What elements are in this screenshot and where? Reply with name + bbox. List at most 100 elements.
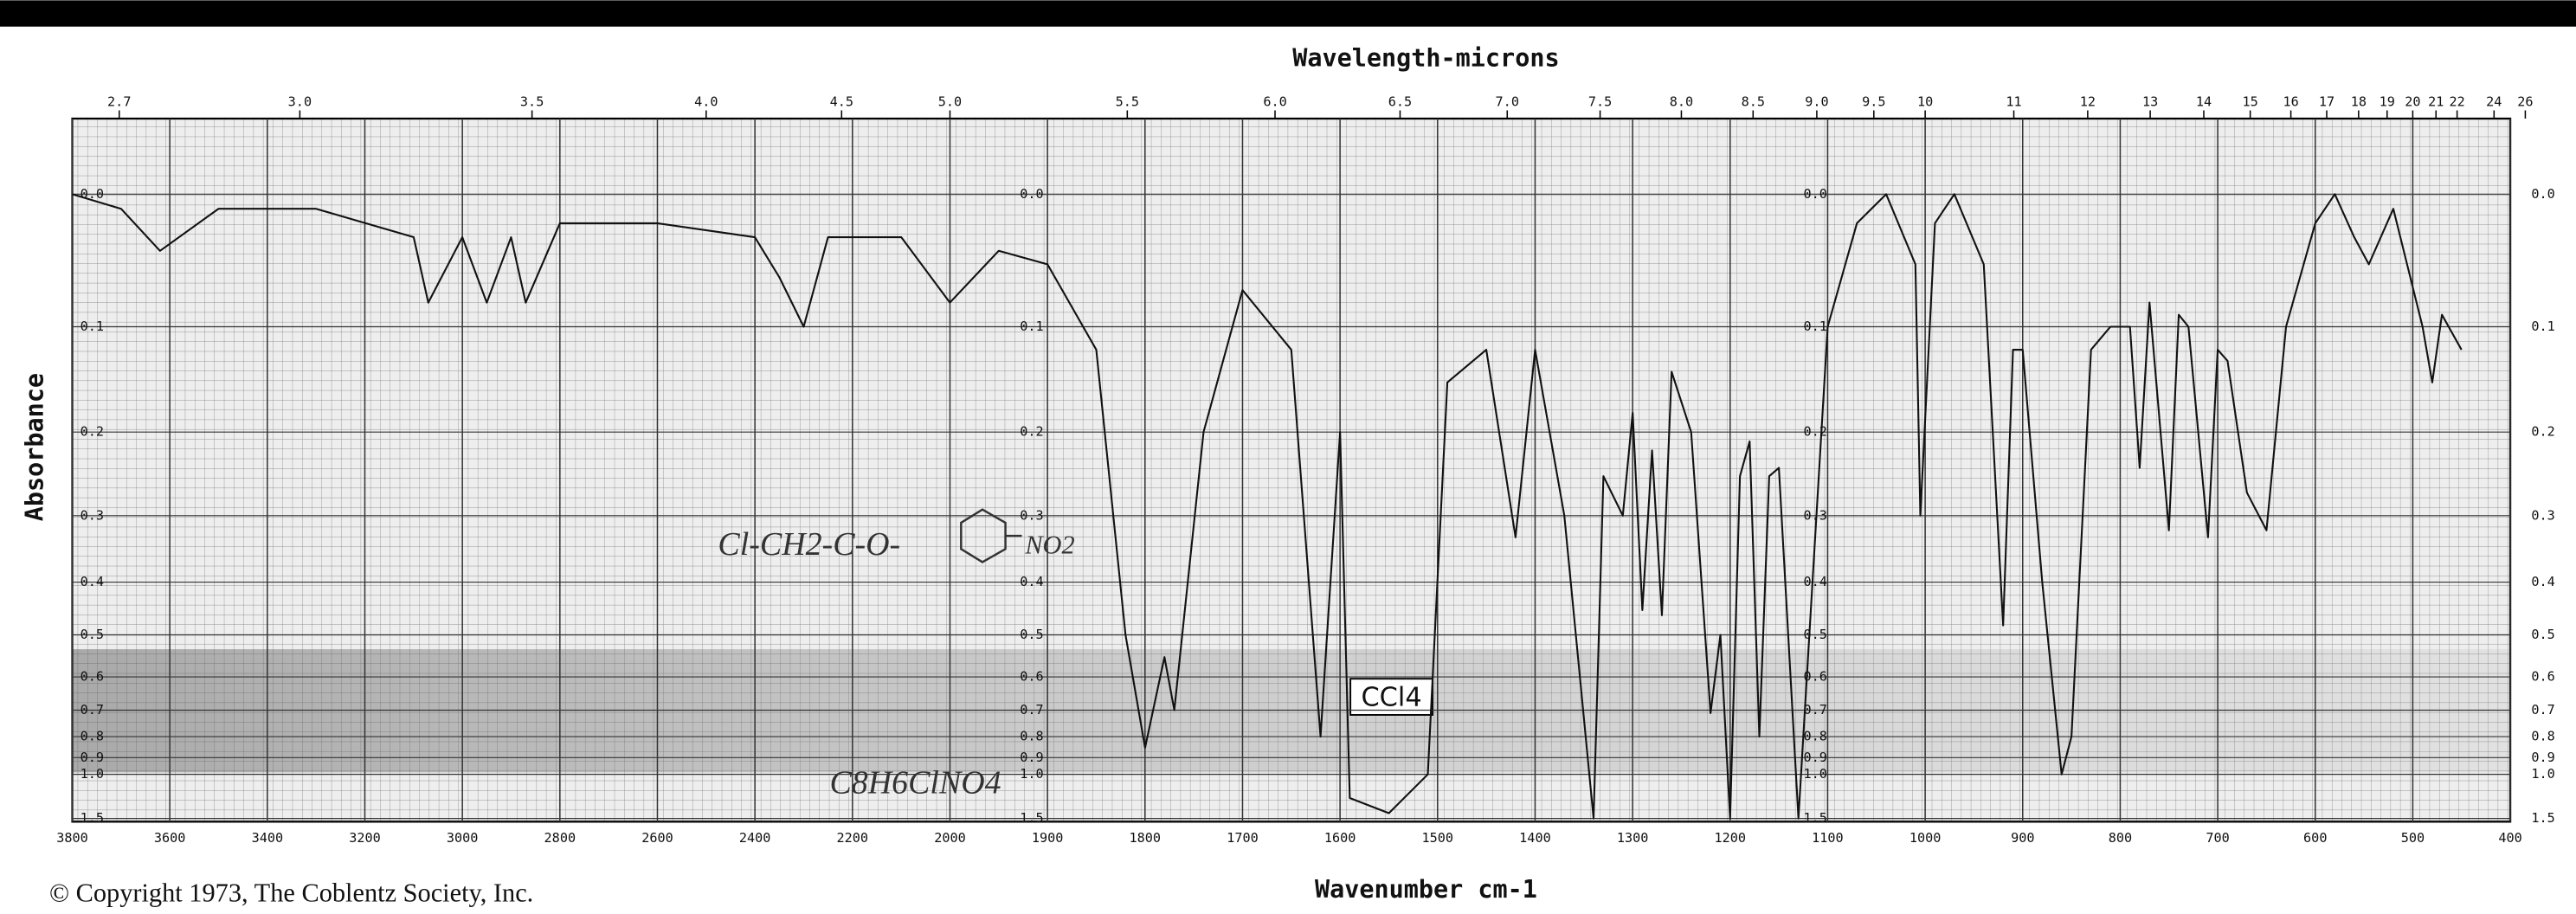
top-tick-label: 20 [2405,94,2420,110]
solvent-label: CCl4 [1361,683,1421,713]
top-tick-label: 11 [2006,94,2021,110]
top-tick-label: 3.5 [520,94,544,110]
x-tick-label: 1200 [1715,830,1747,846]
y-tick-label: 0.6 [2531,669,2554,685]
x-tick-label: 400 [2498,830,2521,846]
top-tick-label: 18 [2351,94,2367,110]
y-tick-label: 0.8 [80,729,104,744]
y-tick-label: 1.0 [2531,766,2554,782]
top-tick-label: 14 [2196,94,2212,110]
y-tick-label: 0.9 [1804,750,1827,765]
y-tick-label: 0.7 [1804,702,1827,718]
x-tick-label: 900 [2011,830,2034,846]
y-tick-label: 0.4 [1020,574,1043,589]
structure-text: Cl-CH2-C-O- [718,526,900,563]
top-tick-label: 21 [2428,94,2444,110]
top-tick-label: 6.5 [1388,94,1412,110]
x-tick-label: 1600 [1324,830,1356,846]
top-tick-label: 8.5 [1742,94,1765,110]
y-tick-label: 0.7 [1020,702,1043,718]
x-tick-label: 1500 [1422,830,1454,846]
y-tick-label: 0.5 [1804,627,1827,642]
y-tick-label: 0.8 [1804,729,1827,744]
top-tick-label: 2.7 [107,94,131,110]
x-tick-label: 1700 [1227,830,1259,846]
x-tick-label: 2400 [739,830,771,846]
x-tick-label: 700 [2206,830,2229,846]
x-tick-label: 3400 [252,830,284,846]
x-tick-label: 3600 [154,830,186,846]
y-tick-label: 1.5 [1804,810,1827,826]
y-tick-label: 0.1 [1804,319,1827,334]
x-tick-label: 800 [2109,830,2132,846]
top-tick-label: 26 [2517,94,2533,110]
y-tick-label: 0.4 [2531,574,2554,589]
top-tick-label: 24 [2486,94,2502,110]
y-tick-label: 0.2 [1804,424,1827,440]
y-tick-label: 1.5 [80,810,104,826]
top-tick-label: 7.5 [1588,94,1612,110]
x-tick-label: 1000 [1909,830,1942,846]
top-tick-label: 5.5 [1116,94,1139,110]
top-axis-title: Wavelength-microns [1292,44,1559,73]
y-tick-label: 0.4 [1804,574,1827,589]
top-tick-label: 22 [2449,94,2464,110]
x-axis-title: Wavenumber cm-1 [1315,875,1537,904]
y-tick-label: 0.0 [2531,186,2554,202]
y-tick-label: 0.1 [1020,319,1043,334]
x-tick-label: 2600 [641,830,673,846]
top-tick-label: 6.0 [1263,94,1286,110]
nitro-text: NO2 [1024,530,1074,559]
x-tick-label: 1300 [1617,830,1649,846]
top-tick-label: 4.0 [694,94,718,110]
solvent-box [1349,678,1433,716]
y-tick-label: 0.9 [1020,750,1043,765]
y-tick-label: 1.0 [1804,766,1827,782]
x-tick-label: 1100 [1812,830,1844,846]
y-tick-label: 0.0 [1020,186,1043,202]
y-tick-label: 0.2 [2531,424,2554,440]
top-tick-label: 10 [1917,94,1933,110]
top-tick-label: 16 [2283,94,2298,110]
y-axis-title: Absorbance [21,373,49,521]
y-tick-label: 0.7 [80,702,104,718]
y-tick-label: 0.3 [1020,507,1043,523]
y-tick-label: 0.8 [2531,729,2554,744]
y-tick-label: 0.7 [2531,702,2554,718]
y-tick-label: 1.5 [2531,810,2554,826]
top-tick-label: 8.0 [1670,94,1693,110]
y-tick-label: 1.0 [1020,766,1043,782]
top-tick-label: 9.0 [1805,94,1828,110]
x-tick-label: 2000 [934,830,966,846]
spectrum-line [72,193,2463,820]
top-tick-label: 19 [2380,94,2395,110]
x-tick-label: 500 [2401,830,2425,846]
x-tick-label: 3800 [56,830,88,846]
x-tick-label: 1900 [1032,830,1064,846]
top-tick-label: 17 [2319,94,2334,110]
top-tick-label: 12 [2080,94,2096,110]
y-tick-label: 0.3 [1804,507,1827,523]
y-tick-label: 0.3 [2531,507,2554,523]
y-tick-label: 1.5 [1020,810,1043,826]
y-tick-label: 0.9 [2531,750,2554,765]
y-tick-label: 0.1 [2531,319,2554,334]
y-tick-label: 0.9 [80,750,104,765]
y-tick-label: 0.5 [80,627,104,642]
top-tick-label: 13 [2142,94,2158,110]
y-tick-label: 0.8 [1020,729,1043,744]
y-tick-label: 0.0 [1804,186,1827,202]
y-tick-label: 0.5 [1020,627,1043,642]
top-tick-label: 4.5 [830,94,853,110]
y-tick-label: 0.2 [80,424,104,440]
x-tick-label: 3200 [349,830,381,846]
x-tick-label: 1800 [1130,830,1162,846]
y-tick-label: 0.1 [80,319,104,334]
y-tick-label: 0.6 [1020,669,1043,685]
top-tick-label: 7.0 [1496,94,1519,110]
y-tick-label: 0.4 [80,574,104,589]
top-tick-label: 15 [2243,94,2258,110]
y-tick-label: 1.0 [80,766,104,782]
x-tick-label: 600 [2303,830,2327,846]
